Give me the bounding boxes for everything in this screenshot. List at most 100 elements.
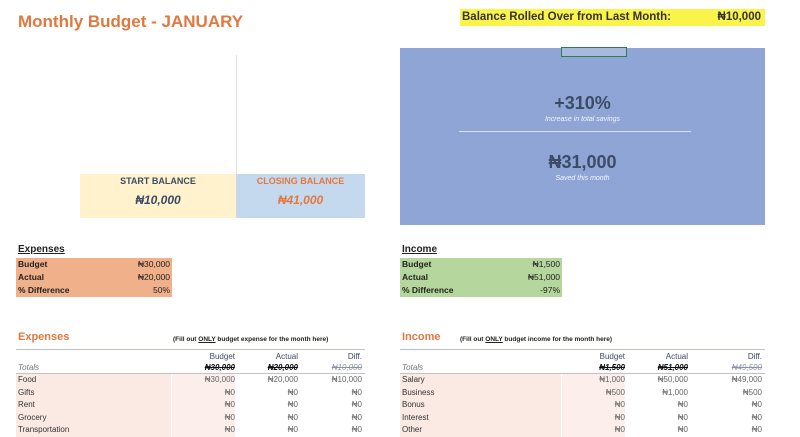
row-value[interactable]: ₦0 xyxy=(351,400,362,409)
totals-label: Totals xyxy=(402,363,424,372)
note-text: (Fill out xyxy=(173,336,199,343)
divider-line xyxy=(236,55,237,175)
row-label-fill xyxy=(400,399,561,412)
row-value[interactable]: ₦0 xyxy=(351,425,362,434)
row-value[interactable]: ₦49,000 xyxy=(731,375,762,384)
row-value[interactable]: ₦500 xyxy=(605,387,625,397)
row-value[interactable]: ₦1,000 xyxy=(662,387,688,397)
row-label-fill xyxy=(16,386,171,400)
summary-row: Budget ₦1,500 xyxy=(400,258,562,271)
column-header: Diff. xyxy=(747,352,762,361)
row-budget-fill xyxy=(562,411,625,425)
row-value[interactable]: ₦30,000 xyxy=(204,375,235,384)
row-value[interactable]: ₦0 xyxy=(287,425,298,434)
rollover-balance-cell[interactable]: Balance Rolled Over from Last Month: ₦10… xyxy=(460,9,765,26)
row-value[interactable]: ₦500 xyxy=(742,387,762,397)
expenses-table: Budget Actual Diff. Totals ₦30,000 ₦20,000 ₦10… xyxy=(16,349,365,437)
row-value[interactable]: ₦20,000 xyxy=(267,375,298,384)
note-emphasis: ONLY xyxy=(198,336,216,343)
income-table-heading: Income xyxy=(402,331,441,343)
totals-value: ₦10,000 xyxy=(331,363,362,372)
savings-panel: +310% Increase in total savings ₦31,000 … xyxy=(400,48,765,225)
summary-value: ₦51,000 xyxy=(527,272,560,282)
summary-label: % Difference xyxy=(402,285,454,295)
row-value[interactable]: ₦1,000 xyxy=(599,375,625,384)
table-top-rule xyxy=(400,349,765,350)
row-value[interactable]: ₦0 xyxy=(224,400,235,409)
totals-value: ₦51,000 xyxy=(657,363,688,372)
summary-value: ₦1,500 xyxy=(532,259,560,269)
income-summary-heading: Income xyxy=(402,244,438,255)
income-note: (Fill out ONLY budget income for the mon… xyxy=(460,336,612,343)
row-value[interactable]: ₦0 xyxy=(751,412,762,422)
row-value[interactable]: ₦0 xyxy=(351,387,362,397)
row-budget-fill xyxy=(172,411,235,425)
note-emphasis: ONLY xyxy=(485,336,503,343)
summary-row: Actual ₦51,000 xyxy=(400,271,562,284)
row-value[interactable]: ₦0 xyxy=(751,400,762,409)
row-label: Transportation xyxy=(18,425,70,434)
table-row[interactable]: Salary ₦1,000 ₦50,000 ₦49,000 xyxy=(400,374,765,387)
summary-value: 50% xyxy=(152,285,170,295)
table-row[interactable]: Rent ₦0 ₦0 ₦0 xyxy=(16,399,365,412)
row-label-fill xyxy=(400,386,561,400)
row-budget-fill xyxy=(562,374,625,387)
closing-balance-label: CLOSING BALANCE xyxy=(256,176,345,186)
row-budget-fill xyxy=(562,399,625,412)
start-balance-box: START BALANCE ₦10,000 xyxy=(80,174,236,218)
row-label-fill xyxy=(16,374,171,387)
row-value[interactable]: ₦0 xyxy=(287,387,298,397)
row-budget-fill xyxy=(172,386,235,400)
row-value[interactable]: ₦10,000 xyxy=(331,375,362,384)
row-value[interactable]: ₦0 xyxy=(224,387,235,397)
row-value[interactable]: ₦0 xyxy=(287,400,298,409)
row-value[interactable]: ₦0 xyxy=(614,400,625,409)
table-row[interactable]: Transportation ₦0 ₦0 ₦0 xyxy=(16,424,365,437)
table-row[interactable]: Bonus ₦0 ₦0 ₦0 xyxy=(400,399,765,412)
summary-label: Budget xyxy=(18,259,48,269)
table-row[interactable]: Food ₦30,000 ₦20,000 ₦10,000 xyxy=(16,374,365,387)
table-row[interactable]: Business ₦500 ₦1,000 ₦500 xyxy=(400,386,765,400)
row-value[interactable]: ₦50,000 xyxy=(657,375,688,384)
row-value[interactable]: ₦0 xyxy=(677,412,688,422)
selected-cell[interactable] xyxy=(561,47,627,57)
totals-label: Totals xyxy=(18,363,40,372)
row-label: Grocery xyxy=(18,412,47,422)
totals-rule xyxy=(16,373,365,374)
summary-row: % Difference -97% xyxy=(400,284,562,297)
savings-amount-caption: Saved this month xyxy=(555,175,610,182)
rollover-value: ₦10,000 xyxy=(717,11,761,23)
table-row[interactable]: Other ₦0 ₦0 ₦0 xyxy=(400,424,765,437)
totals-value: ₦30,000 xyxy=(204,363,235,372)
note-text: budget income for the month here) xyxy=(502,336,613,343)
summary-value: -97% xyxy=(540,285,560,295)
row-value[interactable]: ₦0 xyxy=(351,412,362,422)
row-value[interactable]: ₦0 xyxy=(677,425,688,434)
row-label: Rent xyxy=(18,400,35,409)
row-value[interactable]: ₦0 xyxy=(224,412,235,422)
row-label: Salary xyxy=(402,375,425,384)
summary-row: Actual ₦20,000 xyxy=(16,271,172,284)
row-value[interactable]: ₦0 xyxy=(224,425,235,434)
row-value[interactable]: ₦0 xyxy=(751,425,762,434)
summary-row: Budget ₦30,000 xyxy=(16,258,172,271)
rollover-label: Balance Rolled Over from Last Month: xyxy=(462,11,671,23)
table-row[interactable]: Gifts ₦0 ₦0 ₦0 xyxy=(16,386,365,400)
expense-summary-heading: Expenses xyxy=(18,244,65,255)
start-balance-value: ₦10,000 xyxy=(135,193,181,207)
row-label-fill xyxy=(16,399,171,412)
row-value[interactable]: ₦0 xyxy=(287,412,298,422)
column-header: Diff. xyxy=(347,352,362,361)
row-label: Gifts xyxy=(18,387,35,397)
savings-divider xyxy=(459,131,691,132)
summary-value: ₦20,000 xyxy=(137,272,170,282)
summary-label: Actual xyxy=(402,272,428,282)
table-top-rule xyxy=(16,349,365,350)
row-value[interactable]: ₦0 xyxy=(614,412,625,422)
table-row[interactable]: Interest ₦0 ₦0 ₦0 xyxy=(400,411,765,425)
row-label-fill xyxy=(400,374,561,387)
note-text: (Fill out xyxy=(460,336,486,343)
row-value[interactable]: ₦0 xyxy=(614,425,625,434)
table-row[interactable]: Grocery ₦0 ₦0 ₦0 xyxy=(16,411,365,425)
row-value[interactable]: ₦0 xyxy=(677,400,688,409)
